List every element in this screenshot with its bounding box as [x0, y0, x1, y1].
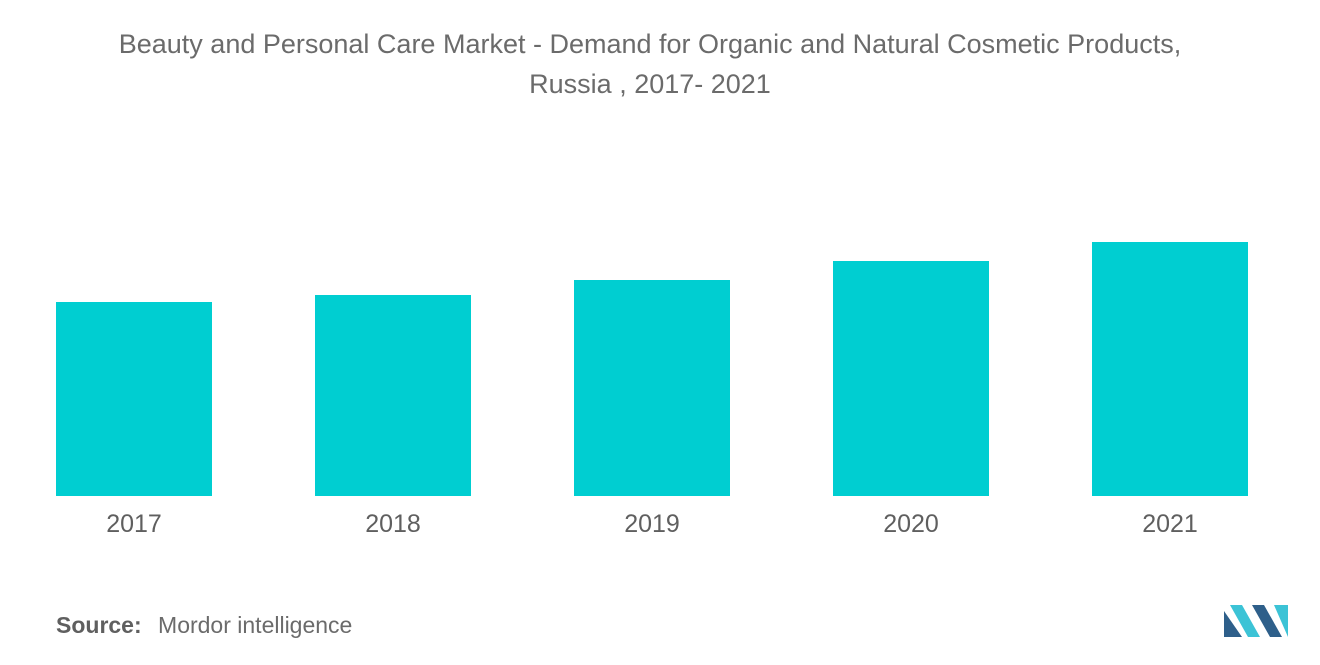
x-tick-label-2018: 2018 [365, 510, 421, 538]
x-tick-label-2019: 2019 [624, 510, 680, 538]
x-tick-label-2017: 2017 [106, 510, 162, 538]
bar-2021 [1092, 242, 1248, 496]
logo-shape-left [1224, 611, 1242, 637]
bar-2018 [315, 295, 471, 496]
logo-shape-mid-b [1252, 605, 1282, 637]
logo-shape-right [1274, 605, 1288, 637]
x-tick-label-2021: 2021 [1142, 510, 1198, 538]
bar-2019 [574, 280, 730, 496]
logo-shape-mid-a [1230, 605, 1260, 637]
x-tick-label-2020: 2020 [883, 510, 939, 538]
mordor-intelligence-logo-icon [1224, 605, 1288, 637]
chart-title-line-1: Beauty and Personal Care Market - Demand… [118, 29, 1182, 59]
bar-2017 [56, 302, 212, 496]
source-text: Mordor intelligence [158, 612, 353, 638]
chart-title: Beauty and Personal Care Market - Demand… [0, 24, 1300, 104]
source-note: Source: Mordor intelligence [56, 612, 352, 639]
bar-chart: 2017 2018 2019 2020 2021 [56, 242, 1248, 538]
chart-title-line-2: Russia , 2017- 2021 [529, 69, 771, 99]
bar-2020 [833, 261, 989, 496]
source-label: Source: [56, 612, 142, 638]
